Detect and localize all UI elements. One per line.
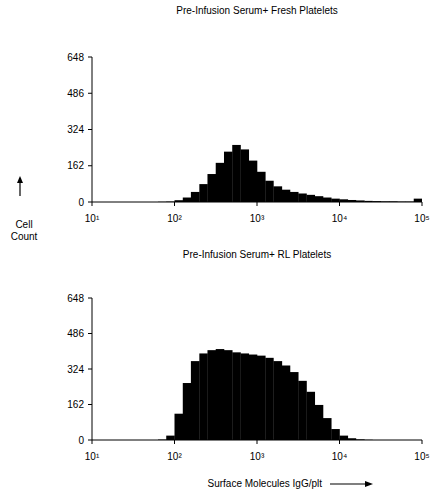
histogram-bar <box>290 372 299 440</box>
figure: Pre-Infusion Serum+ Fresh Platelets 0 162 3… <box>0 0 442 500</box>
x-tick-label: 10² <box>167 213 182 224</box>
histogram-bar <box>249 161 258 202</box>
histogram-bar <box>331 429 340 440</box>
y-tick-label: 648 <box>67 52 84 63</box>
histogram-bar <box>249 355 258 440</box>
y-tick <box>88 57 92 58</box>
x-tick <box>92 440 93 444</box>
histogram-bar <box>224 152 233 202</box>
histogram-bar <box>340 436 349 440</box>
y-tick <box>88 298 92 299</box>
histogram-bar <box>207 350 216 440</box>
histogram-bar <box>282 365 290 440</box>
histogram-bar <box>224 350 233 440</box>
x-tick-label: 10³ <box>250 451 265 462</box>
histogram-bar <box>298 381 307 440</box>
x-tick <box>174 440 175 444</box>
histogram-bar <box>191 192 200 202</box>
x-tick-label: 10³ <box>250 213 265 224</box>
y-axis-label-line: Cell <box>15 219 32 230</box>
y-tick-label: 324 <box>67 124 84 135</box>
y-tick-label: 162 <box>67 399 84 410</box>
y-axis-label: CellCount <box>11 219 38 242</box>
chart-title: Pre-Infusion Serum+ Fresh Platelets <box>176 5 337 16</box>
y-tick-label: 0 <box>78 197 84 208</box>
x-tick-label: 10⁴ <box>332 213 347 224</box>
y-tick-label: 648 <box>67 293 84 304</box>
histogram-bar <box>323 418 332 440</box>
histogram-bar <box>183 198 191 202</box>
histogram-bar <box>265 358 273 440</box>
histogram-bar <box>273 186 282 202</box>
x-tick <box>174 202 175 206</box>
chart-title: Pre-Infusion Serum+ RL Platelets <box>183 249 331 260</box>
histogram-bars <box>158 145 422 202</box>
y-tick-label: 486 <box>67 88 84 99</box>
x-arrow-head <box>365 481 373 487</box>
histogram-bar <box>331 199 340 202</box>
histogram-bar <box>414 199 422 202</box>
histogram-bar <box>232 352 241 440</box>
histogram-bar <box>273 361 282 440</box>
y-tick <box>88 129 92 130</box>
y-tick <box>88 440 92 441</box>
x-tick <box>422 202 423 206</box>
x-tick <box>422 440 423 444</box>
histogram-bars <box>158 349 373 440</box>
histogram-bar <box>199 184 207 202</box>
y-tick <box>88 202 92 203</box>
x-tick-label: 10⁵ <box>414 213 429 224</box>
y-tick-label: 324 <box>67 364 84 375</box>
y-tick-label: 0 <box>78 435 84 446</box>
x-tick-label: 10¹ <box>85 451 100 462</box>
histogram-bar <box>315 196 324 202</box>
x-tick <box>257 440 258 444</box>
histogram-bar <box>216 163 225 202</box>
x-tick <box>339 202 340 206</box>
y-tick <box>88 93 92 94</box>
x-axis-label: Surface Molecules IgG/plt <box>208 478 323 489</box>
y-arrow-head <box>17 176 23 183</box>
y-tick <box>88 333 92 334</box>
y-tick-label: 486 <box>67 328 84 339</box>
histogram-bar <box>306 392 315 440</box>
histogram-bar <box>298 193 307 202</box>
histogram-bar <box>232 145 241 202</box>
x-tick <box>257 202 258 206</box>
histogram-bar <box>191 361 200 440</box>
histogram-bar <box>166 436 175 440</box>
histogram-bar <box>241 149 250 202</box>
histogram-bar <box>315 405 324 440</box>
x-tick-label: 10² <box>167 451 182 462</box>
histogram-bar <box>241 353 250 440</box>
x-tick-label: 10⁵ <box>414 451 429 462</box>
y-tick-label: 162 <box>67 160 84 171</box>
y-axis-label-line: Count <box>11 231 38 242</box>
histogram-bar <box>282 190 290 202</box>
histogram-bar <box>199 353 207 440</box>
y-tick <box>88 165 92 166</box>
histogram-bar <box>265 181 273 202</box>
x-tick <box>339 440 340 444</box>
histogram-bar <box>216 349 225 440</box>
x-tick-label: 10¹ <box>85 213 100 224</box>
y-tick <box>88 404 92 405</box>
histogram-bar <box>290 192 299 202</box>
histogram-bar <box>183 383 191 440</box>
y-tick <box>88 369 92 370</box>
histogram-bar <box>306 195 315 202</box>
histogram-bar <box>257 172 266 202</box>
x-arrow-shaft <box>330 483 370 484</box>
histogram-bar <box>257 356 266 440</box>
histogram-bar <box>207 174 216 202</box>
histogram-bar <box>175 414 184 440</box>
x-tick-label: 10⁴ <box>332 451 347 462</box>
x-tick <box>92 202 93 206</box>
histogram-bar <box>323 198 332 202</box>
